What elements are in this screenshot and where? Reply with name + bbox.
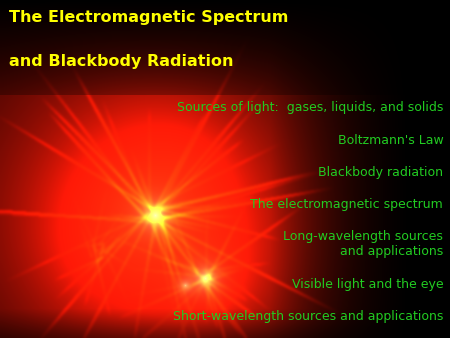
Text: Blackbody radiation: Blackbody radiation	[318, 166, 443, 178]
Text: Short-wavelength sources and applications: Short-wavelength sources and application…	[173, 310, 443, 323]
Text: Sources of light:  gases, liquids, and solids: Sources of light: gases, liquids, and so…	[177, 101, 443, 114]
Text: Long-wavelength sources
and applications: Long-wavelength sources and applications	[284, 230, 443, 258]
Text: The Electromagnetic Spectrum: The Electromagnetic Spectrum	[9, 10, 288, 25]
Text: and Blackbody Radiation: and Blackbody Radiation	[9, 54, 234, 69]
Text: Visible light and the eye: Visible light and the eye	[292, 278, 443, 291]
Text: Boltzmann's Law: Boltzmann's Law	[338, 134, 443, 146]
Text: The electromagnetic spectrum: The electromagnetic spectrum	[251, 198, 443, 211]
